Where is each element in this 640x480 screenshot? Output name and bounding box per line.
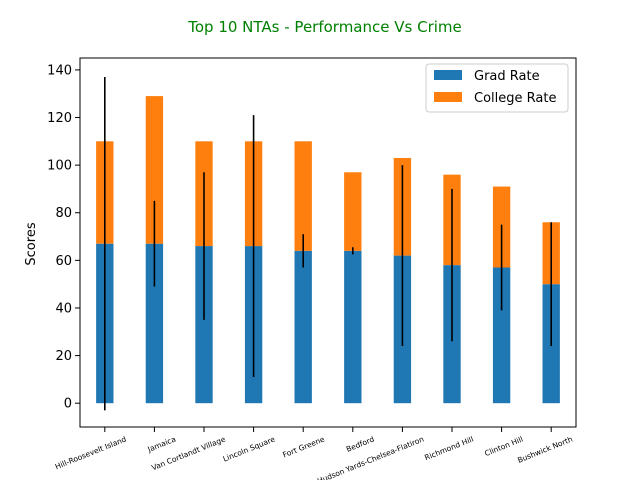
- y-tick-label: 0: [64, 397, 72, 412]
- y-tick-label: 140: [47, 63, 72, 78]
- y-axis: 0 20 40 60 80 100 120 140: [47, 63, 80, 412]
- bar-grad-rate: [344, 250, 362, 404]
- legend-label: Grad Rate: [474, 69, 540, 84]
- x-tick-label: Clinton Hill: [483, 435, 524, 459]
- y-tick-label: 80: [55, 206, 72, 221]
- legend: Grad Rate College Rate: [425, 63, 569, 113]
- legend-swatch: [434, 70, 462, 80]
- y-tick-label: 20: [55, 349, 72, 364]
- y-tick-label: 120: [47, 111, 72, 126]
- y-tick-label: 100: [47, 159, 72, 174]
- y-tick-label: 60: [55, 254, 72, 269]
- axes-frame: [79, 57, 577, 428]
- chart-title: Top 10 NTAs - Performance Vs Crime: [187, 18, 462, 36]
- x-tick-label: Hill-Roosevelt Island: [54, 434, 128, 471]
- x-tick-label: Bedford: [345, 434, 376, 453]
- x-tick-label: Lincoln Square: [222, 434, 277, 463]
- y-axis-label: Scores: [24, 222, 39, 265]
- bar-grad-rate: [145, 243, 164, 404]
- bar-college-rate: [294, 141, 312, 251]
- x-tick-label: Jamaica: [145, 435, 177, 455]
- bar-grad-rate: [294, 250, 312, 404]
- bar-college-rate: [145, 96, 164, 244]
- bar-grad-rate: [492, 267, 511, 404]
- bar-college-rate: [344, 172, 362, 251]
- legend-label: College Rate: [474, 91, 556, 106]
- legend-swatch: [434, 92, 462, 102]
- y-tick-label: 40: [55, 301, 72, 316]
- x-tick-label: Richmond Hill: [423, 435, 474, 463]
- plot-area: [96, 77, 560, 411]
- x-tick-label: Bushwick North: [516, 434, 574, 464]
- x-tick-label: Fort Greene: [281, 434, 326, 459]
- bar-grad-rate: [195, 246, 213, 404]
